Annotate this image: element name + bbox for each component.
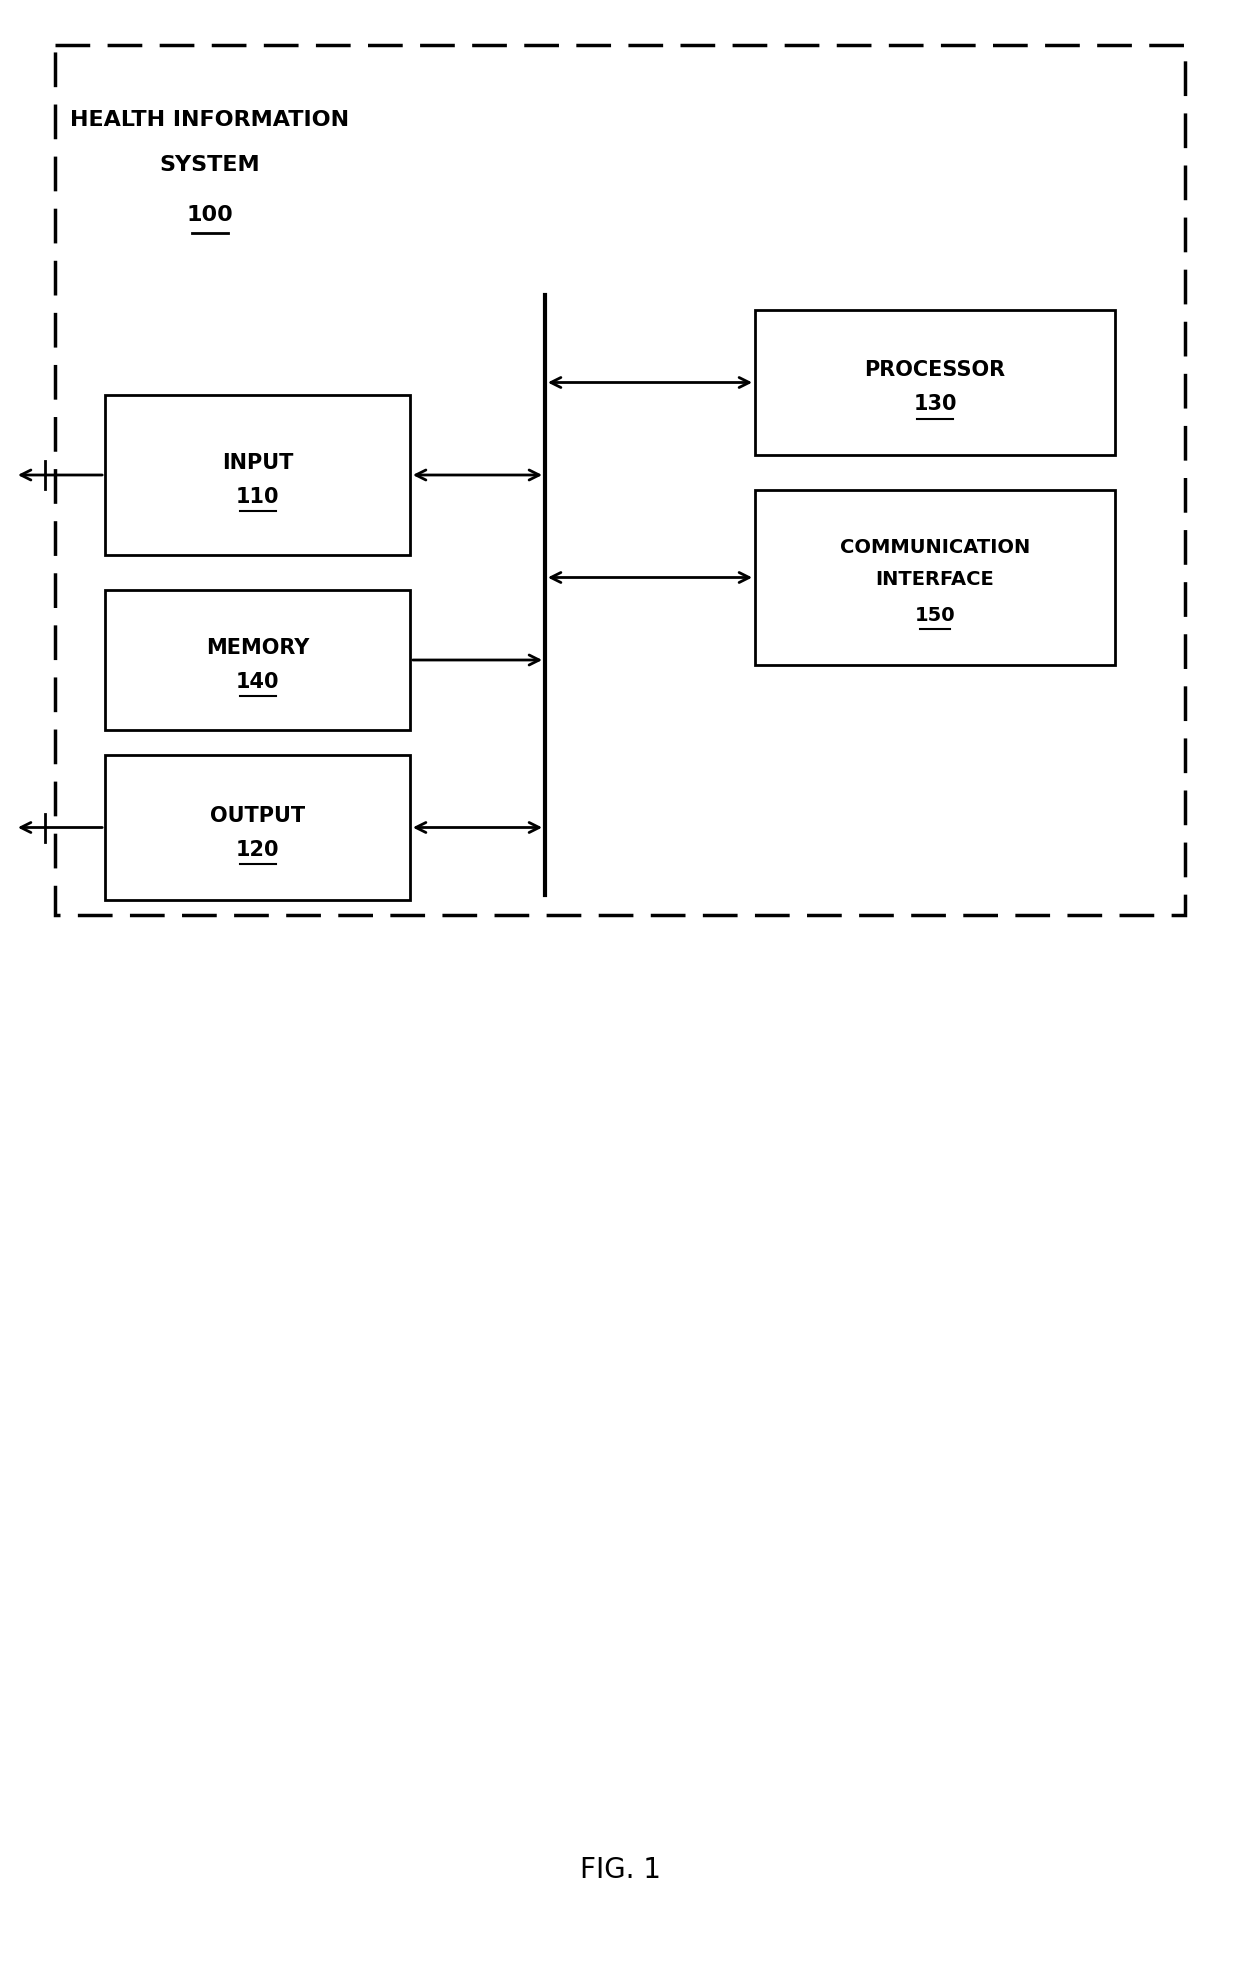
Text: 120: 120	[236, 839, 279, 859]
Bar	[105, 754, 410, 901]
Text: OUTPUT: OUTPUT	[210, 806, 305, 826]
Text: PROCESSOR: PROCESSOR	[864, 361, 1006, 381]
Text: SYSTEM: SYSTEM	[160, 154, 260, 176]
Text: 150: 150	[915, 606, 955, 624]
Bar	[105, 395, 410, 555]
Text: HEALTH INFORMATION: HEALTH INFORMATION	[71, 111, 350, 130]
Text: COMMUNICATION: COMMUNICATION	[839, 537, 1030, 557]
Text: MEMORY: MEMORY	[206, 638, 309, 658]
Bar	[755, 490, 1115, 666]
Text: 100: 100	[187, 205, 233, 225]
Bar	[755, 310, 1115, 454]
Text: 130: 130	[913, 395, 957, 415]
Bar	[55, 45, 1185, 914]
Text: FIG. 1: FIG. 1	[579, 1856, 661, 1884]
Text: 140: 140	[236, 672, 279, 691]
Text: INTERFACE: INTERFACE	[875, 571, 994, 589]
Text: INPUT: INPUT	[222, 452, 293, 472]
Bar	[105, 591, 410, 731]
Text: 110: 110	[236, 488, 279, 508]
